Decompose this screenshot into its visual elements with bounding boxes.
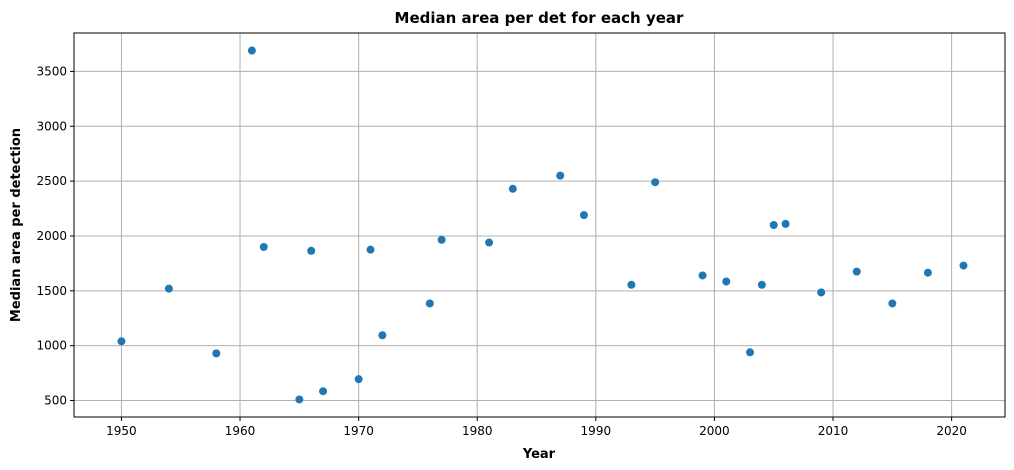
data-point [781,219,790,228]
data-point [212,349,221,358]
x-tick-label: 1960 [225,424,256,438]
data-point [722,277,731,286]
x-tick-label: 1990 [581,424,612,438]
data-point [508,184,517,193]
data-point [295,395,304,404]
y-tick-label: 2000 [36,229,67,243]
data-point [259,242,268,251]
x-axis-ticks: 1950 1960 1970 1980 1990 2000 2010 2020 [106,417,967,438]
x-tick-label: 1950 [106,424,137,438]
x-tick-label: 2010 [818,424,849,438]
data-point [852,267,861,276]
data-point [579,211,588,220]
chart-title: Median area per det for each year [395,9,684,27]
y-tick-label: 500 [44,394,67,408]
x-tick-label: 2020 [936,424,967,438]
y-tick-label: 1000 [36,339,67,353]
data-point [698,271,707,280]
data-point [651,178,660,187]
data-point [425,299,434,308]
x-tick-label: 1980 [462,424,493,438]
data-point [746,348,755,357]
data-point [485,238,494,247]
x-axis-label: Year [522,447,556,462]
data-point [378,331,387,340]
y-axis-ticks: 500 1000 1500 2000 2500 3000 3500 [36,64,74,408]
data-point [117,337,126,346]
grid-lines [74,33,1005,417]
data-point [888,299,897,308]
data-point [923,268,932,277]
y-tick-label: 2500 [36,174,67,188]
data-point [164,284,173,293]
y-axis-label: Median area per detection [9,128,24,322]
data-point [817,288,826,297]
x-tick-label: 1970 [343,424,374,438]
data-point [354,375,363,384]
data-point [556,171,565,180]
data-point [757,280,766,289]
data-point [959,261,968,270]
data-point [307,246,316,255]
data-point [627,280,636,289]
data-point [247,46,256,55]
y-tick-label: 3500 [36,64,67,78]
y-tick-label: 3000 [36,119,67,133]
data-point [769,221,778,229]
plot-frame [73,32,1006,418]
data-point [437,235,446,244]
data-points [117,46,968,404]
x-tick-label: 2000 [699,424,730,438]
data-point [366,245,375,254]
y-tick-label: 1500 [36,284,67,298]
data-point [319,387,328,396]
